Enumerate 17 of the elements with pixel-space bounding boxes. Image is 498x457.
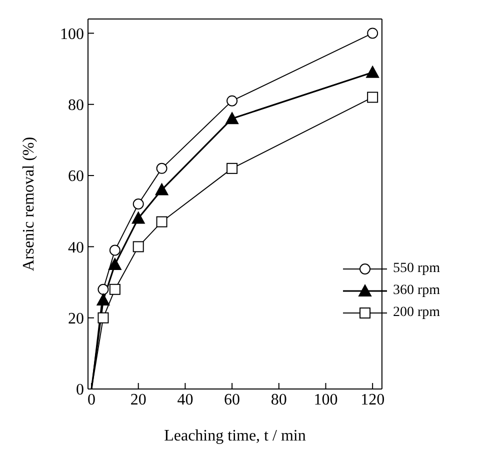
y-tick-label: 20	[68, 310, 84, 328]
y-tick-label: 60	[68, 168, 84, 186]
legend-label: 200 rpm	[392, 305, 440, 321]
y-axis-title: Arsenic removal (%)	[20, 136, 38, 272]
x-tick-label: 40	[177, 391, 194, 408]
x-tick-label: 80	[270, 391, 287, 408]
x-tick-label: 100	[314, 391, 338, 408]
x-tick-label: 120	[360, 391, 385, 408]
x-axis-title: Leaching time, t / min	[164, 427, 306, 444]
x-tick-label: 20	[130, 391, 146, 408]
x-tick-label: 60	[224, 391, 240, 408]
y-tick-label: 40	[68, 239, 84, 256]
x-tick-label: 0	[88, 391, 96, 408]
legend-label: 550 rpm	[392, 261, 440, 277]
legend-label: 360 rpm	[392, 283, 440, 299]
y-tick-label: 100	[60, 26, 84, 43]
y-tick-label: 80	[68, 97, 84, 114]
